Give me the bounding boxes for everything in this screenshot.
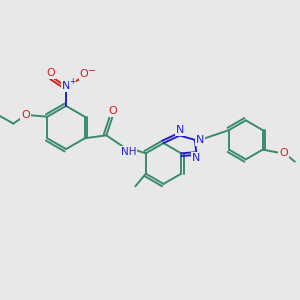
Text: O: O: [21, 110, 30, 120]
Text: N: N: [192, 153, 200, 163]
Text: N: N: [196, 135, 204, 145]
Text: N: N: [62, 81, 70, 92]
Text: +: +: [69, 76, 76, 85]
Text: O: O: [279, 148, 288, 158]
Text: NH: NH: [121, 147, 136, 157]
Text: −: −: [88, 66, 96, 76]
Text: O: O: [108, 106, 117, 116]
Text: O: O: [46, 68, 56, 78]
Text: N: N: [176, 125, 184, 135]
Text: O: O: [80, 69, 88, 80]
